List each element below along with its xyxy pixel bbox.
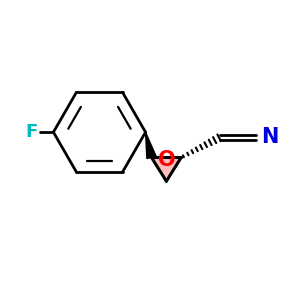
- Text: O: O: [158, 150, 175, 170]
- Polygon shape: [152, 158, 181, 181]
- Polygon shape: [146, 132, 156, 158]
- Text: F: F: [26, 123, 38, 141]
- Text: N: N: [262, 127, 279, 147]
